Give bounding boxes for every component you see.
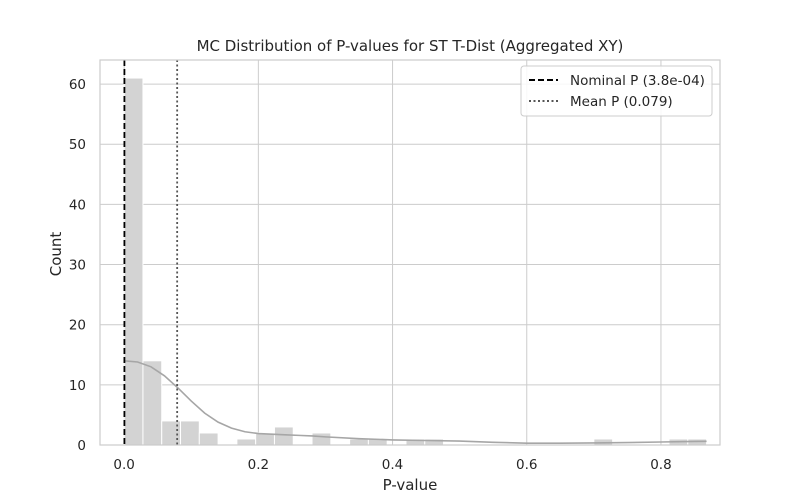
kde-curve [124,359,707,445]
x-tick-label: 0.4 [382,457,403,473]
x-axis-ticks: 0.0 0.2 0.4 0.6 0.8 [113,457,671,473]
x-tick-label: 0.6 [516,457,537,473]
y-tick-label: 30 [69,258,86,274]
x-tick-label: 0.0 [113,457,134,473]
x-tick-label: 0.2 [248,457,269,473]
y-tick-label: 10 [69,378,86,394]
histogram-bar [198,432,219,446]
histogram-bar [123,77,144,446]
legend: Nominal P (3.8e-04) Mean P (0.079) [520,65,713,117]
histogram-bar [236,438,257,446]
histogram-bar [142,360,163,446]
y-tick-label: 60 [69,77,86,93]
y-tick-label: 0 [77,438,86,454]
histogram-bar [180,420,200,446]
histogram-bar [349,438,369,446]
y-axis-ticks: 0 10 20 30 40 50 60 [69,77,86,454]
reference-lines [123,60,179,445]
legend-mean-label: Mean P (0.079) [570,94,673,110]
legend-nominal-label: Nominal P (3.8e-04) [570,73,705,89]
grid [100,60,720,446]
y-tick-label: 40 [69,197,86,213]
histogram-bar [311,432,332,446]
chart-title: MC Distribution of P-values for ST T-Dis… [197,37,624,55]
y-axis-label: Count [47,232,65,277]
x-tick-label: 0.8 [650,457,671,473]
histogram-bars [123,77,708,446]
histogram-bar [273,426,294,446]
kde-line [124,359,707,445]
x-axis-label: P-value [383,476,438,494]
plot-frame [99,59,721,446]
legend-box [520,65,713,117]
y-tick-label: 20 [69,318,86,334]
y-tick-label: 50 [69,137,86,153]
